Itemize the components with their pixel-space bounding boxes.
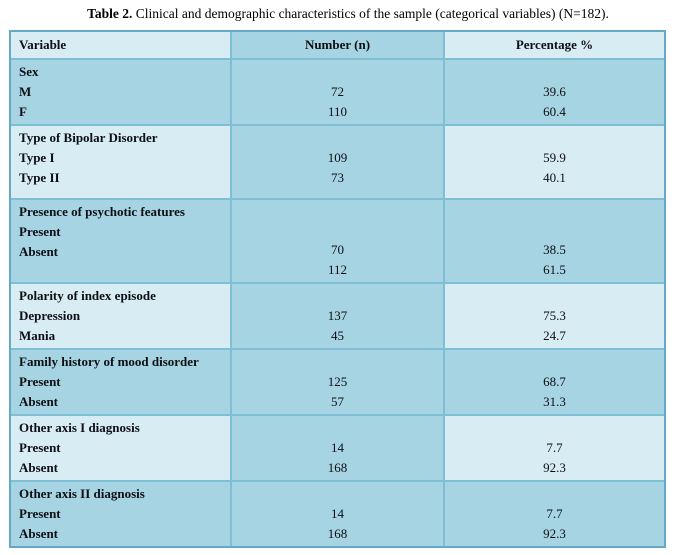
row-label: Present: [19, 224, 61, 239]
row-percentage: 61.5: [543, 262, 566, 277]
table-caption-label: Table 2.: [87, 6, 133, 21]
section-title: Sex: [19, 64, 39, 79]
row-number: 72: [331, 84, 344, 99]
data-table: Variable Number (n) Percentage % Sex M F…: [9, 30, 666, 548]
row-percentage: 7.7: [546, 506, 563, 521]
table-section-bipolar-type: Type of Bipolar Disorder Type I Type II …: [11, 124, 664, 198]
header-number: Number (n): [304, 37, 371, 52]
header-percentage: Percentage %: [515, 37, 594, 52]
row-label: Absent: [19, 526, 59, 541]
row-number: 73: [331, 170, 344, 185]
row-label: Mania: [19, 328, 56, 343]
section-title: Other axis II diagnosis: [19, 486, 145, 501]
table-caption: Table 2. Clinical and demographic charac…: [0, 6, 696, 22]
row-label: M: [19, 84, 32, 99]
row-percentage: 24.7: [543, 328, 566, 343]
row-percentage: 31.3: [543, 394, 566, 409]
row-label: Type II: [19, 170, 60, 185]
row-number: 137: [327, 308, 348, 323]
row-number: 14: [331, 506, 344, 521]
section-title: Polarity of index episode: [19, 288, 156, 303]
row-label: Present: [19, 374, 61, 389]
row-number: 14: [331, 440, 344, 455]
row-label: Absent: [19, 394, 59, 409]
row-percentage: 92.3: [543, 526, 566, 541]
section-title: Type of Bipolar Disorder: [19, 130, 158, 145]
row-percentage: 92.3: [543, 460, 566, 475]
table-header-row: Variable Number (n) Percentage %: [11, 32, 664, 58]
table-section-index-polarity: Polarity of index episode Depression Man…: [11, 282, 664, 348]
table-section-family-history: Family history of mood disorder Present …: [11, 348, 664, 414]
header-variable: Variable: [19, 37, 67, 52]
row-label: Type I: [19, 150, 55, 165]
row-number: 168: [327, 526, 348, 541]
row-label: Absent: [19, 460, 59, 475]
table-section-axis2-diagnosis: Other axis II diagnosis Present Absent 1…: [11, 480, 664, 546]
row-percentage: 75.3: [543, 308, 566, 323]
row-number: 109: [327, 150, 348, 165]
row-percentage: 40.1: [543, 170, 566, 185]
row-label: Depression: [19, 308, 81, 323]
row-number: 45: [331, 328, 344, 343]
table-section-psychotic-features: Presence of psychotic features Present A…: [11, 198, 664, 282]
row-number: 110: [327, 104, 348, 119]
row-label: Present: [19, 506, 61, 521]
row-number: 57: [331, 394, 344, 409]
section-title: Presence of psychotic features: [19, 204, 185, 219]
table-caption-text: Clinical and demographic characteristics…: [132, 6, 609, 21]
row-percentage: 38.5: [543, 242, 566, 257]
row-percentage: 60.4: [543, 104, 566, 119]
section-title: Other axis I diagnosis: [19, 420, 140, 435]
table-section-axis1-diagnosis: Other axis I diagnosis Present Absent 14…: [11, 414, 664, 480]
row-percentage: 7.7: [546, 440, 563, 455]
row-label: F: [19, 104, 27, 119]
row-number: 112: [327, 262, 348, 277]
row-percentage: 59.9: [543, 150, 566, 165]
row-label: Absent: [19, 244, 59, 259]
row-number: 168: [327, 460, 348, 475]
row-label: Present: [19, 440, 61, 455]
row-number: 70: [331, 242, 344, 257]
row-number: 125: [327, 374, 348, 389]
table-section-sex: Sex M F 72 110 39.6 60.4: [11, 58, 664, 124]
row-percentage: 68.7: [543, 374, 566, 389]
section-title: Family history of mood disorder: [19, 354, 199, 369]
row-percentage: 39.6: [543, 84, 566, 99]
